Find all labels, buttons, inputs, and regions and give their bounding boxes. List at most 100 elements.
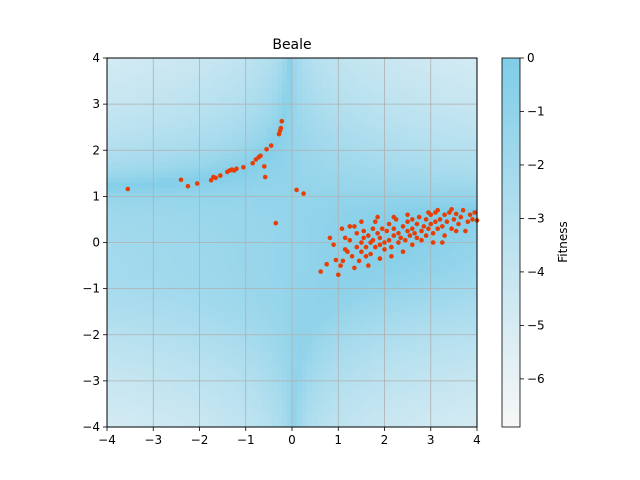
heatmap-cell — [267, 202, 273, 209]
heatmap-cell — [212, 72, 218, 79]
heatmap-cell — [342, 322, 348, 328]
heatmap-cell — [142, 242, 148, 249]
heatmap-cell — [442, 117, 448, 124]
heatmap-cell — [277, 157, 283, 164]
heatmap-cell — [207, 307, 213, 313]
heatmap-cell — [142, 222, 148, 229]
heatmap-cell — [207, 272, 213, 279]
heatmap-cell — [112, 97, 118, 104]
heatmap-cell — [352, 362, 358, 368]
heatmap-cell — [207, 402, 213, 408]
heatmap-cell — [192, 402, 198, 408]
heatmap-cell — [202, 67, 208, 74]
heatmap-cell — [372, 307, 378, 313]
heatmap-cell — [182, 282, 188, 288]
heatmap-cell — [127, 257, 133, 264]
heatmap-cell — [427, 392, 433, 398]
heatmap-cell — [217, 312, 223, 318]
heatmap-cell — [187, 407, 193, 413]
heatmap-cell — [277, 302, 283, 308]
heatmap-cell — [262, 122, 268, 129]
heatmap-cell — [372, 192, 378, 199]
heatmap-cell — [297, 242, 303, 249]
heatmap-cell — [212, 412, 218, 418]
heatmap-cell — [177, 62, 183, 69]
heatmap-cell — [107, 402, 113, 408]
heatmap-cell — [157, 252, 163, 259]
heatmap-cell — [187, 207, 193, 214]
heatmap-cell — [297, 252, 303, 259]
heatmap-cell — [412, 387, 418, 393]
heatmap-cell — [412, 412, 418, 418]
heatmap-cell — [207, 67, 213, 74]
heatmap-cell — [157, 262, 163, 269]
heatmap-cell — [327, 152, 333, 159]
heatmap-cell — [387, 357, 393, 363]
heatmap-cell — [422, 357, 428, 363]
heatmap-cell — [312, 322, 318, 328]
heatmap-cell — [312, 347, 318, 353]
heatmap-cell — [182, 347, 188, 353]
heatmap-cell — [242, 137, 248, 144]
heatmap-cell — [292, 157, 298, 164]
heatmap-cell — [202, 317, 208, 323]
heatmap-cell — [397, 112, 403, 119]
heatmap-cell — [307, 272, 313, 279]
heatmap-cell — [287, 307, 293, 313]
heatmap-cell — [437, 137, 443, 144]
heatmap-cell — [177, 167, 183, 174]
heatmap-cell — [257, 112, 263, 119]
heatmap-cell — [392, 312, 398, 318]
heatmap-cell — [187, 67, 193, 74]
heatmap-cell — [227, 407, 233, 413]
heatmap-cell — [387, 257, 393, 264]
heatmap-cell — [437, 112, 443, 119]
heatmap-cell — [272, 167, 278, 174]
heatmap-cell — [402, 182, 408, 189]
heatmap-cell — [357, 112, 363, 119]
heatmap-cell — [347, 262, 353, 269]
heatmap-cell — [302, 292, 308, 298]
heatmap-cell — [322, 162, 328, 169]
heatmap-cell — [222, 77, 228, 84]
heatmap-cell — [337, 222, 343, 229]
heatmap-cell — [352, 382, 358, 388]
heatmap-cell — [272, 132, 278, 139]
heatmap-cell — [422, 317, 428, 323]
heatmap-cell — [157, 207, 163, 214]
heatmap-cell — [362, 72, 368, 79]
heatmap-cell — [262, 342, 268, 348]
heatmap-cell — [377, 252, 383, 259]
heatmap-cell — [242, 317, 248, 323]
heatmap-cell — [392, 202, 398, 209]
heatmap-cell — [232, 152, 238, 159]
heatmap-cell — [297, 227, 303, 234]
heatmap-cell — [132, 212, 138, 219]
heatmap-cell — [262, 262, 268, 269]
heatmap-cell — [442, 122, 448, 129]
heatmap-cell — [392, 172, 398, 179]
heatmap-cell — [302, 422, 308, 428]
heatmap-cell — [312, 392, 318, 398]
heatmap-cell — [137, 207, 143, 214]
heatmap-cell — [377, 122, 383, 129]
heatmap-cell — [422, 112, 428, 119]
heatmap-cell — [222, 237, 228, 244]
heatmap-cell — [107, 87, 113, 94]
heatmap-cell — [302, 102, 308, 109]
heatmap-cell — [432, 77, 438, 84]
heatmap-cell — [162, 317, 168, 323]
heatmap-cell — [227, 92, 233, 99]
heatmap-cell — [332, 62, 338, 69]
heatmap-cell — [257, 252, 263, 259]
heatmap-cell — [402, 337, 408, 343]
heatmap-cell — [222, 317, 228, 323]
heatmap-cell — [107, 242, 113, 249]
heatmap-cell — [347, 407, 353, 413]
heatmap-cell — [297, 77, 303, 84]
heatmap-cell — [397, 357, 403, 363]
heatmap-cell — [332, 107, 338, 114]
heatmap-cell — [177, 117, 183, 124]
heatmap-cell — [142, 402, 148, 408]
heatmap-cell — [287, 372, 293, 378]
